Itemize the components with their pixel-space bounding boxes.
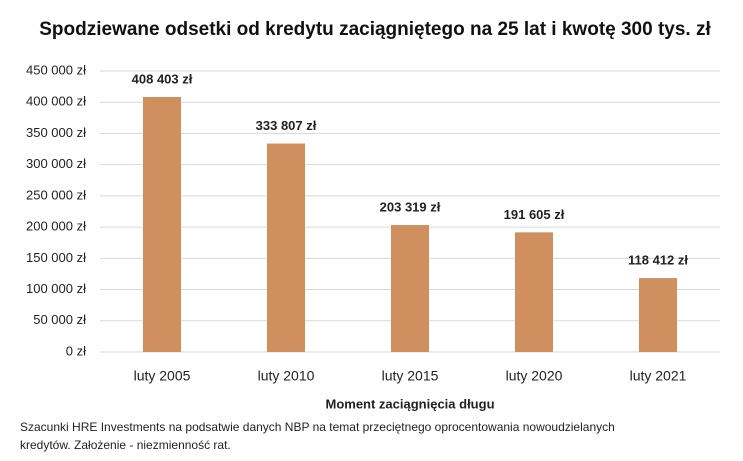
y-tick-label: 250 000 zł [26, 187, 86, 202]
footnote: Szacunki HRE Investments na podsatwie da… [20, 420, 615, 434]
x-tick-label: luty 2021 [630, 368, 687, 384]
y-tick-label: 150 000 zł [26, 250, 86, 265]
y-tick-label: 100 000 zł [26, 281, 86, 296]
bar [143, 96, 181, 353]
bar [515, 232, 553, 352]
x-tick-label: luty 2005 [134, 368, 191, 384]
x-tick-label: luty 2020 [506, 368, 563, 384]
value-label: 118 412 zł [628, 252, 688, 267]
y-tick-label: 350 000 zł [26, 125, 86, 140]
x-axis-label: Moment zaciągnięcia długu [325, 396, 494, 411]
bar [391, 225, 429, 352]
y-tick-label: 200 000 zł [26, 219, 86, 234]
y-tick-label: 400 000 zł [26, 94, 86, 109]
value-label: 191 605 zł [504, 207, 565, 222]
bar [639, 278, 677, 352]
value-label: 408 403 zł [132, 71, 193, 86]
chart-title: Spodziewane odsetki od kredytu zaciągnię… [39, 19, 711, 40]
y-tick-label: 450 000 zł [26, 62, 86, 77]
value-label: 333 807 zł [256, 118, 317, 133]
x-tick-label: luty 2015 [382, 368, 439, 384]
bar [267, 143, 305, 352]
y-tick-label: 50 000 zł [33, 312, 86, 327]
footnote: kredytów. Założenie - niezmienność rat. [20, 438, 231, 452]
x-tick-label: luty 2010 [258, 368, 315, 384]
value-label: 203 319 zł [380, 199, 441, 214]
y-tick-label: 300 000 zł [26, 156, 86, 171]
y-tick-label: 0 zł [66, 343, 86, 358]
